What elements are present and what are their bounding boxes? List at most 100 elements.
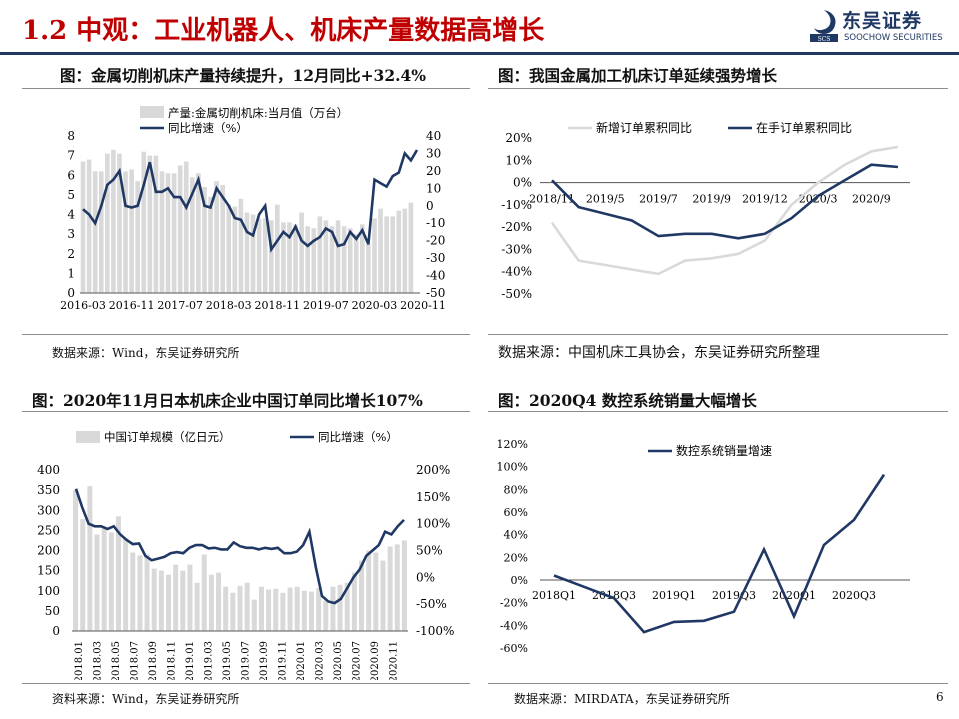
x-tick-label: 2017-07 xyxy=(157,299,203,312)
y-tick-label: 100% xyxy=(497,461,528,474)
y-tick-label: 100 xyxy=(37,584,60,598)
legend-swatch-bar xyxy=(76,431,100,443)
bar-mark xyxy=(294,586,300,631)
chart-1-source: 数据来源：Wind，东吴证券研究所 xyxy=(52,346,240,360)
bar-mark xyxy=(384,216,389,293)
x-tick-label: 2020.11 xyxy=(389,641,400,680)
y-tick-label: 0 xyxy=(52,624,60,638)
chart-3-rule xyxy=(22,411,470,412)
y2-tick-label: 50% xyxy=(416,544,443,558)
x-tick-label: 2020.03 xyxy=(315,641,326,680)
bar-mark xyxy=(359,560,365,631)
bar-mark xyxy=(183,161,189,293)
bar-mark xyxy=(226,204,232,293)
x-tick-label: 2018Q3 xyxy=(592,589,636,602)
x-tick-label: 2018.07 xyxy=(130,641,141,680)
x-tick-label: 2019.03 xyxy=(204,641,215,680)
y-tick-label: 0% xyxy=(513,176,532,190)
y-tick-label: 4 xyxy=(67,208,75,222)
y-tick-label: 120% xyxy=(497,438,528,451)
x-tick-label: 2018/11 xyxy=(529,193,575,206)
chart-3-title: 图：2020年11月日本机床企业中国订单同比增长107% xyxy=(32,391,423,410)
x-tick-label: 2020/9 xyxy=(852,193,891,206)
bar-mark xyxy=(299,212,304,293)
bar-mark xyxy=(250,214,256,293)
y-tick-label: 5 xyxy=(67,188,75,202)
chart-4-source: 数据来源：MIRDATA，东吴证券研究所 xyxy=(514,692,730,706)
y2-tick-label: -20 xyxy=(426,234,445,248)
x-tick-label: 2020.07 xyxy=(352,641,363,680)
bar-mark xyxy=(351,572,357,631)
bar-mark xyxy=(202,187,207,293)
x-tick-label: 2019.09 xyxy=(259,641,270,680)
bar-mark xyxy=(308,591,314,631)
bar-mark xyxy=(159,171,165,293)
legend-label: 同比增速（%） xyxy=(168,121,248,135)
x-tick-label: 2016-11 xyxy=(109,299,155,312)
bar-mark xyxy=(173,564,179,631)
series-line xyxy=(553,473,886,634)
x-tick-label: 2020.05 xyxy=(333,641,344,680)
chart-2-source: 数据来源：中国机床工具协会，东吴证券研究所整理 xyxy=(498,345,820,361)
bar-mark xyxy=(360,224,365,293)
bar-mark xyxy=(329,226,335,293)
y-tick-label: 3 xyxy=(67,227,75,241)
chart-2-rule xyxy=(488,88,948,89)
y-tick-label: 10% xyxy=(505,153,532,167)
chart-3-bottom-rule xyxy=(22,683,470,684)
title-divider xyxy=(0,52,959,55)
bar-mark xyxy=(216,572,222,631)
bar-mark xyxy=(330,586,336,631)
company-logo: SCS 东吴证券 SOOCHOW SECURITIES xyxy=(808,6,948,50)
bar-mark xyxy=(129,169,134,293)
logo-name-en: SOOCHOW SECURITIES xyxy=(844,33,943,43)
x-tick-label: 2019/12 xyxy=(742,193,788,206)
bar-mark xyxy=(208,574,214,631)
y-tick-label: -60% xyxy=(500,642,528,655)
bar-mark xyxy=(256,218,262,293)
x-tick-label: 2018-03 xyxy=(206,299,252,312)
bar-mark xyxy=(305,226,310,293)
y2-tick-label: 200% xyxy=(416,463,450,477)
x-tick-label: 2019-07 xyxy=(303,299,349,312)
bar-mark xyxy=(251,599,257,631)
chart-1-plot: 0 1 2 3 4 5 6 7 8 -50 -40 -30 -20 -10 0 10 20 30 40 2016-03… xyxy=(60,106,446,312)
bar-mark xyxy=(394,544,400,631)
bar-mark xyxy=(147,155,153,293)
series-line xyxy=(74,488,405,605)
bar-mark xyxy=(201,554,207,631)
bar-mark xyxy=(232,206,238,293)
x-tick-label: 2016-03 xyxy=(60,299,106,312)
y-tick-label: 8 xyxy=(67,129,75,143)
bar-mark xyxy=(337,584,343,631)
y-tick-label: 40% xyxy=(504,529,528,542)
chart-3-source: 资料来源：Wind，东吴证券研究所 xyxy=(52,692,240,706)
bar-mark xyxy=(401,540,407,631)
bar-mark xyxy=(344,582,350,631)
x-tick-label: 2018.11 xyxy=(167,641,178,680)
chart-2-plot: 20% 10% 0% -10% -20% -30% -40% -50% 2018/11 2019/… xyxy=(501,120,910,301)
legend-label: 在手订单累积同比 xyxy=(756,121,852,135)
x-tick-label: 2018.05 xyxy=(111,641,122,680)
bar-mark xyxy=(237,585,243,631)
page-title: 1.2 中观：工业机器人、机床产量数据高增长 xyxy=(22,16,545,46)
chart-4-title: 图：2020Q4 数控系统销量大幅增长 xyxy=(498,391,757,410)
bar-mark xyxy=(323,220,329,293)
bar-mark xyxy=(262,218,268,293)
chart-1-rule xyxy=(22,88,470,89)
bar-mark xyxy=(244,212,250,293)
bar-mark xyxy=(194,582,200,631)
y2-tick-label: 0% xyxy=(416,570,435,584)
bar-mark xyxy=(230,592,236,631)
legend-label: 数控系统销量增速 xyxy=(676,443,772,458)
bar-mark xyxy=(190,177,195,293)
chart-1-title: 图：金属切削机床产量持续提升，12月同比+32.4% xyxy=(60,66,427,85)
bar-mark xyxy=(208,196,213,293)
chart-4-plot: 120% 100% 80% 60% 40% 20% 0% -20% -40% -60% 2018Q1… xyxy=(497,438,910,655)
y-tick-label: -10% xyxy=(501,198,532,212)
bar-mark xyxy=(166,574,172,631)
bar-mark xyxy=(287,222,292,293)
bar-mark xyxy=(92,171,98,293)
series-line xyxy=(550,145,899,276)
y-tick-label: 200 xyxy=(37,544,60,558)
